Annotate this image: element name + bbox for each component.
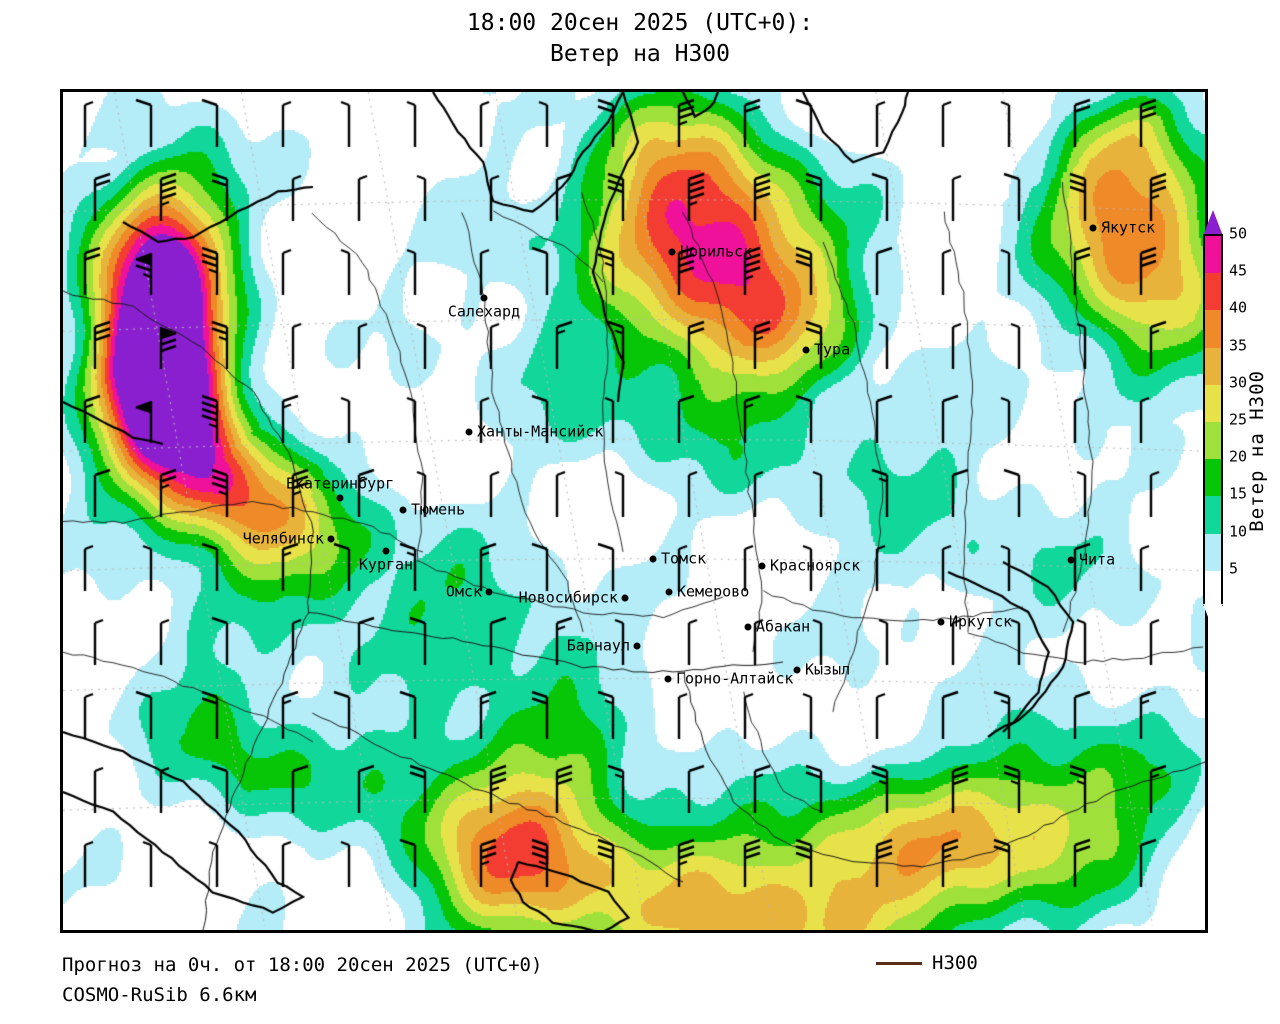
city-marker	[668, 248, 676, 256]
colorbar-tick-50: 50	[1229, 224, 1248, 243]
city-marker	[1089, 224, 1097, 232]
city-label: Ханты-Мансийск	[477, 422, 604, 441]
colorbar-band-2	[1205, 496, 1221, 534]
city-label: Красноярск	[770, 556, 861, 575]
footer-line-1: Прогноз на 0ч. от 18:00 20сен 2025 (UTC+…	[62, 954, 543, 976]
colorbar-band-5	[1205, 384, 1221, 422]
colorbar-band-3	[1205, 459, 1221, 497]
city-marker	[327, 535, 335, 543]
city-label: Кызыл	[805, 660, 851, 679]
city-marker	[480, 294, 488, 302]
city-marker	[744, 623, 752, 631]
city-marker	[336, 494, 344, 502]
city-marker	[937, 618, 945, 626]
city-label: Тюмень	[411, 500, 466, 519]
city-marker	[664, 675, 672, 683]
colorbar-tick-5: 5	[1229, 559, 1239, 578]
colorbar: 50 45 40 35 30 25 20 15 10 5	[1203, 210, 1247, 630]
city-marker	[485, 588, 493, 596]
colorbar-tick-40: 40	[1229, 298, 1248, 317]
colorbar-tick-45: 45	[1229, 261, 1248, 280]
colorbar-band-9	[1205, 236, 1221, 274]
city-label: Курган	[358, 555, 414, 574]
colorbar-band-8	[1205, 273, 1221, 311]
footer-line-2: COSMO-RuSib 6.6км	[62, 984, 257, 1006]
city-label: Омск	[445, 582, 482, 601]
h300-legend-label: H300	[932, 952, 978, 974]
city-label: Томск	[661, 549, 707, 568]
city-marker	[758, 562, 766, 570]
city-label: Чита	[1079, 550, 1116, 569]
title-line-1: 18:00 20сен 2025 (UTC+0):	[466, 10, 814, 36]
city-label: Тура	[814, 340, 851, 359]
city-label: Новосибирск	[518, 588, 618, 607]
colorbar-tick-30: 30	[1229, 373, 1248, 392]
colorbar-tick-35: 35	[1229, 336, 1248, 355]
colorbar-bands	[1203, 234, 1223, 608]
footer-text: Прогноз на 0ч. от 18:00 20сен 2025 (UTC+…	[62, 950, 542, 1010]
city-marker	[1067, 556, 1075, 564]
map-raster	[63, 92, 1205, 930]
city-marker	[382, 547, 390, 555]
city-marker	[793, 666, 801, 674]
city-marker	[399, 506, 407, 514]
city-label: Барнаул	[566, 636, 630, 655]
title-line-2: Ветер на H300	[549, 41, 730, 67]
colorbar-tick-25: 25	[1229, 410, 1248, 429]
city-label: Кемерово	[677, 582, 750, 601]
colorbar-title: Ветер на H300	[1246, 370, 1268, 532]
colorbar-tick-15: 15	[1229, 484, 1248, 503]
city-marker	[649, 555, 657, 563]
colorbar-ticks: 50 45 40 35 30 25 20 15 10 5	[1229, 226, 1269, 606]
city-label: Екатеринбург	[285, 474, 395, 493]
colorbar-band-7	[1205, 310, 1221, 348]
colorbar-under-arrow	[1203, 604, 1223, 630]
city-label: Якутск	[1101, 218, 1156, 237]
city-marker	[633, 642, 641, 650]
colorbar-tick-10: 10	[1229, 522, 1248, 541]
map-legend: H300	[876, 952, 978, 974]
weather-map[interactable]: Салехард Норильск Тура Якутск Ханты-Мансийск…	[60, 89, 1208, 933]
page-title: 18:00 20сен 2025 (UTC+0): Ветер на H300	[0, 8, 1280, 70]
h300-line-swatch	[876, 961, 922, 965]
colorbar-band-1	[1205, 533, 1221, 571]
city-marker	[665, 588, 673, 596]
city-label: Челябинск	[242, 529, 324, 548]
city-label: Абакан	[756, 617, 811, 636]
city-marker	[465, 428, 473, 436]
colorbar-tick-20: 20	[1229, 447, 1248, 466]
colorbar-band-0	[1205, 570, 1221, 608]
city-label: Норильск	[680, 242, 753, 261]
colorbar-band-6	[1205, 347, 1221, 385]
city-marker	[802, 346, 810, 354]
colorbar-band-4	[1205, 422, 1221, 460]
city-label: Горно-Алтайск	[676, 669, 794, 688]
city-label: Иркутск	[949, 612, 1013, 631]
city-marker	[621, 594, 629, 602]
colorbar-over-arrow	[1203, 210, 1223, 236]
city-label: Салехард	[447, 302, 521, 321]
